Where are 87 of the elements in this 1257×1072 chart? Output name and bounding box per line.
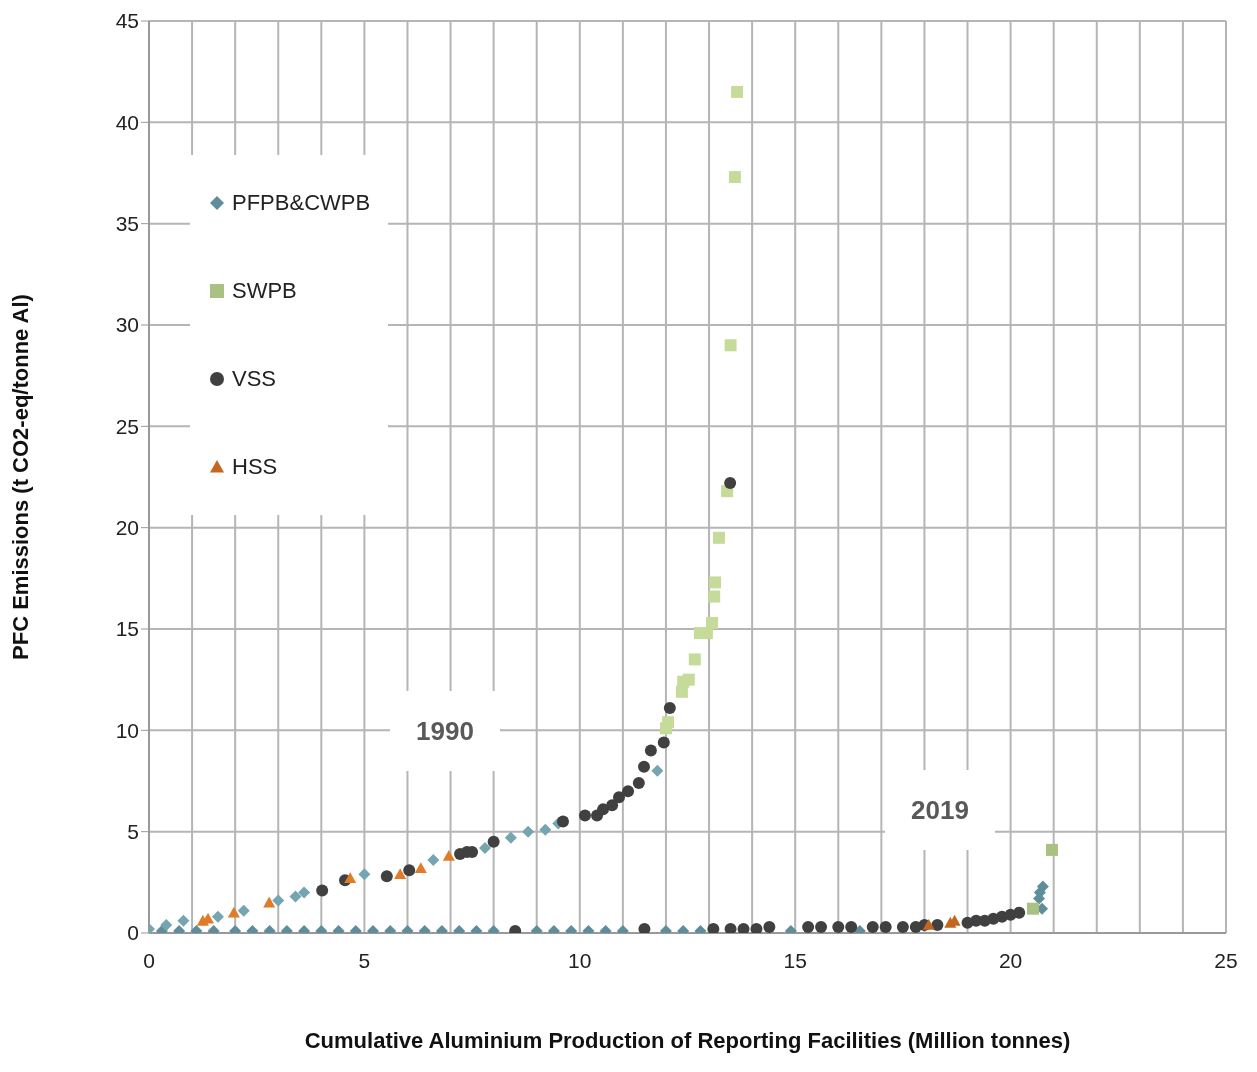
point	[682, 673, 695, 686]
point	[298, 886, 311, 899]
point	[613, 791, 625, 804]
x-tick-label: 25	[1214, 948, 1238, 972]
point	[706, 616, 719, 629]
y-axis-title: PFC Emissions (t CO2-eq/tonne Al)	[7, 294, 33, 660]
point	[227, 906, 240, 918]
point	[414, 862, 427, 873]
point	[637, 760, 650, 773]
point	[845, 920, 858, 933]
point	[896, 920, 909, 933]
point	[866, 920, 879, 933]
annotation: 1990	[390, 691, 500, 771]
point	[237, 904, 250, 917]
point	[344, 872, 357, 884]
y-tick-label: 20	[115, 516, 139, 540]
point	[922, 918, 935, 930]
point	[737, 922, 750, 933]
point	[622, 785, 635, 798]
y-tick-label: 25	[115, 414, 139, 438]
point	[263, 896, 276, 908]
point	[289, 890, 302, 903]
point	[380, 870, 393, 883]
point	[211, 910, 224, 923]
point	[832, 920, 845, 933]
point	[632, 777, 645, 790]
point	[522, 825, 535, 838]
annotation: 2019	[885, 770, 995, 850]
point	[931, 918, 944, 931]
point	[316, 884, 329, 897]
legend-label: SWPB	[232, 278, 297, 304]
x-tick-label: 20	[998, 948, 1023, 972]
point	[394, 868, 407, 880]
point	[487, 835, 500, 848]
point	[1013, 906, 1026, 919]
point	[160, 918, 173, 931]
point	[578, 809, 591, 822]
point	[724, 922, 737, 933]
y-tick-label: 5	[127, 820, 139, 844]
point	[606, 799, 619, 812]
point	[815, 920, 828, 933]
point	[403, 864, 416, 877]
point	[442, 849, 455, 861]
point	[663, 702, 676, 715]
y-tick-label: 45	[115, 9, 139, 33]
point	[707, 922, 720, 933]
y-tick-label: 35	[115, 212, 139, 236]
point	[712, 531, 725, 544]
legend-label: PFPB&CWPB	[232, 190, 371, 216]
point	[657, 736, 670, 749]
point	[427, 854, 440, 867]
point	[763, 920, 776, 933]
point	[724, 477, 737, 490]
point	[504, 831, 517, 844]
x-tick-label: 0	[143, 948, 155, 972]
point	[1027, 902, 1039, 915]
point	[708, 590, 721, 603]
point	[709, 576, 722, 589]
point	[539, 823, 552, 836]
point	[358, 868, 371, 881]
x-tick-label: 15	[783, 948, 807, 972]
y-tick-label: 15	[115, 617, 139, 641]
point	[728, 171, 741, 184]
point	[724, 339, 737, 352]
point	[651, 764, 664, 777]
point	[662, 716, 675, 729]
point	[479, 841, 492, 854]
y-tick-label: 0	[127, 921, 139, 945]
point	[597, 803, 610, 816]
point	[1045, 843, 1058, 856]
point	[557, 815, 569, 828]
y-tick-label: 30	[115, 313, 139, 337]
x-tick-label: 10	[568, 948, 592, 972]
point	[272, 894, 285, 907]
legend-label: HSS	[232, 454, 278, 480]
point	[688, 653, 701, 666]
legend-label: VSS	[232, 366, 277, 392]
y-tick-label: 40	[115, 110, 139, 134]
point	[177, 914, 190, 927]
point	[638, 922, 651, 933]
point	[644, 744, 657, 757]
point	[879, 920, 892, 933]
x-tick-label: 5	[358, 948, 371, 972]
y-tick-label: 10	[115, 718, 139, 742]
point	[750, 922, 763, 933]
point	[802, 920, 815, 933]
x-axis-title: Cumulative Aluminium Production of Reporting Facilities (Million tonnes)	[304, 1028, 1071, 1053]
